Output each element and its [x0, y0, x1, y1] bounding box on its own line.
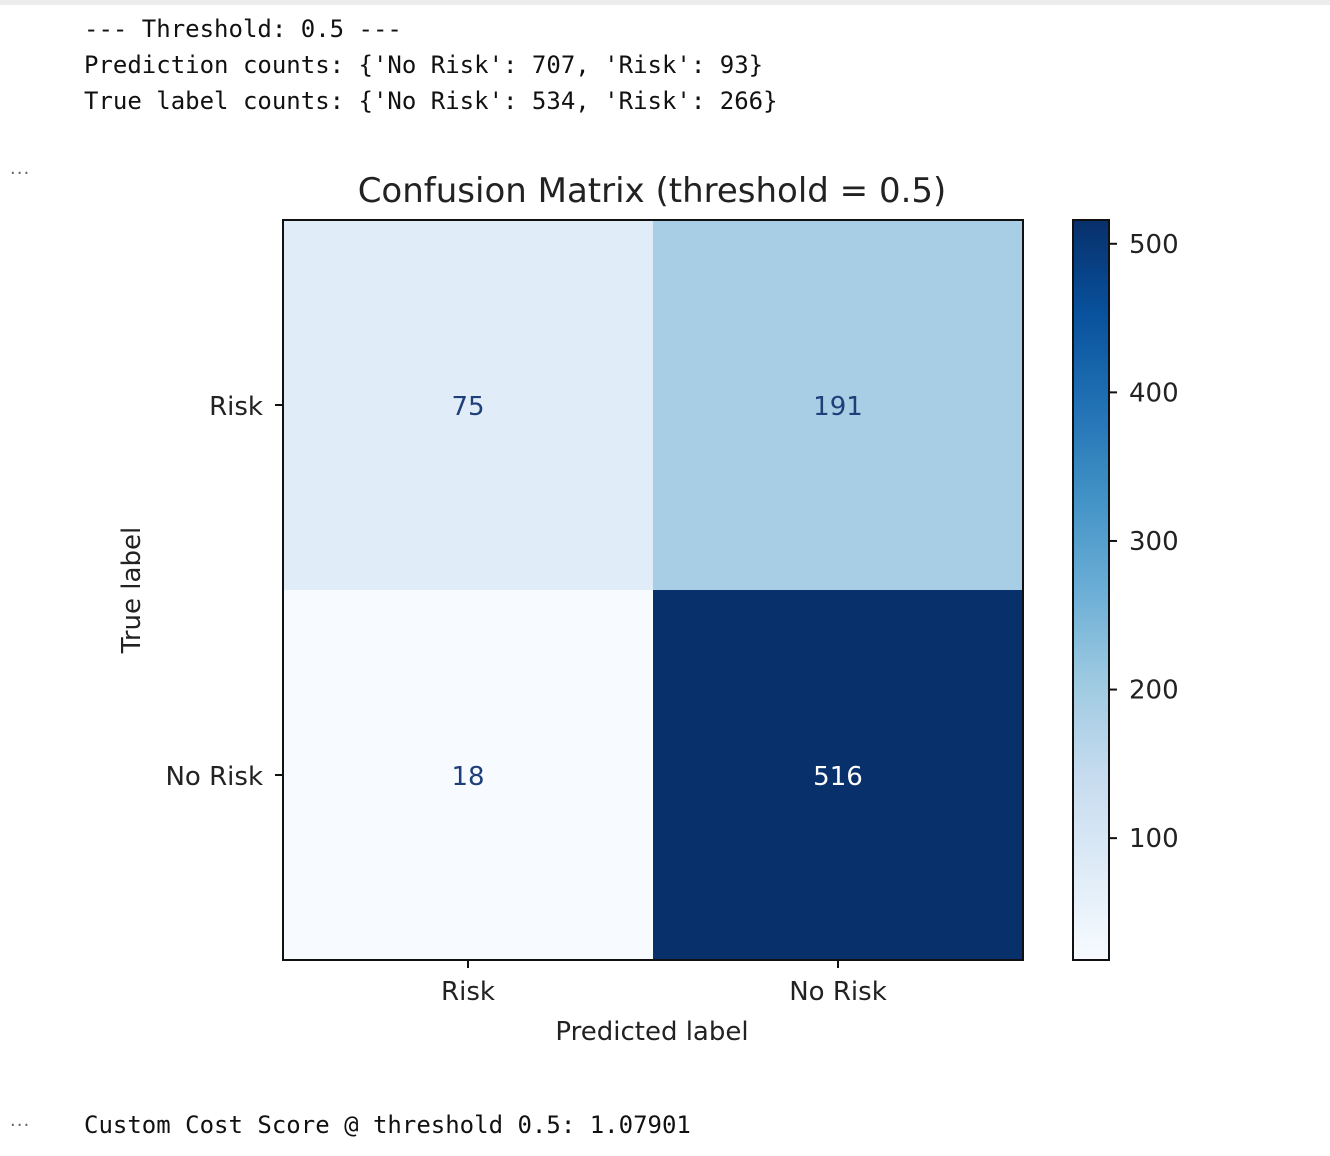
y-tick-label: No Risk: [165, 762, 263, 792]
cell-value-label: 191: [813, 392, 863, 422]
colorbar-ticks: 100 200 300 400 500: [1109, 230, 1179, 854]
x-tick-label: Risk: [441, 977, 495, 1007]
output-collapse-button-2[interactable]: ...: [10, 1110, 31, 1131]
true-label-counts-line: True label counts: {'No Risk': 534, 'Ris…: [84, 87, 778, 115]
threshold-header-line: --- Threshold: 0.5 ---: [84, 15, 402, 43]
cell-value-label: 516: [813, 762, 863, 792]
chart-title: Confusion Matrix (threshold = 0.5): [358, 171, 947, 211]
colorbar-tick-label: 300: [1129, 527, 1179, 557]
matrix-frame: [282, 219, 1024, 961]
colorbar-tick-label: 500: [1129, 230, 1179, 260]
cell-value-label: 18: [451, 762, 484, 792]
heatmap-cell: [653, 590, 1023, 960]
colorbar-tick-label: 100: [1129, 824, 1179, 854]
heatmap-cell: [283, 220, 653, 590]
cost-score-line: Custom Cost Score @ threshold 0.5: 1.079…: [84, 1111, 691, 1139]
heatmap-cell-labels: 75 191 18 516: [451, 392, 862, 792]
colorbar-tick-label: 200: [1129, 676, 1179, 706]
heatmap-cell: [283, 590, 653, 960]
colorbar: [1072, 219, 1110, 961]
x-axis-label: Predicted label: [555, 1017, 748, 1047]
y-axis-label: True label: [117, 527, 147, 654]
x-tick-label: No Risk: [789, 977, 887, 1007]
y-axis-ticks: Risk No Risk: [165, 392, 283, 792]
heatmap-cell: [653, 220, 1023, 590]
output-collapse-button-1[interactable]: ...: [10, 158, 31, 179]
cell-value-label: 75: [451, 392, 484, 422]
prediction-counts-line: Prediction counts: {'No Risk': 707, 'Ris…: [84, 51, 764, 79]
top-divider: [0, 0, 1330, 5]
heatmap-cells: [283, 220, 1023, 960]
colorbar-tick-label: 400: [1129, 378, 1179, 408]
y-tick-label: Risk: [209, 392, 263, 422]
x-axis-ticks: Risk No Risk: [441, 960, 887, 1007]
